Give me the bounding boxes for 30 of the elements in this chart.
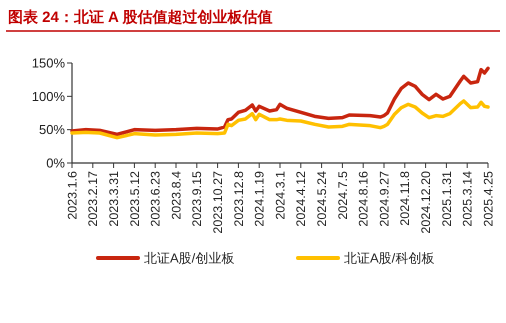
x-tick-label: 2024.9.27 — [377, 170, 392, 227]
x-tick-label: 2024.3.1 — [273, 170, 288, 220]
x-tick-label: 2023.5.12 — [128, 170, 142, 227]
x-tick-label: 2023.9.15 — [190, 170, 204, 227]
x-tick-label: 2023.6.23 — [148, 170, 163, 227]
x-tick-label: 2024.7.5 — [336, 170, 350, 220]
line-series — [70, 66, 490, 136]
x-tick-label: 2025.3.14 — [460, 170, 475, 227]
y-tick-label: 150% — [32, 56, 66, 71]
x-tick-label: 2024.4.12 — [294, 170, 308, 227]
line-series — [70, 99, 490, 140]
x-tick-label: 2025.4.25 — [481, 170, 496, 227]
x-tick-label: 2024.11.8 — [398, 170, 412, 226]
x-tick-label: 2023.3.31 — [106, 170, 121, 227]
legend-label: 北证A股/创业板 — [144, 250, 234, 266]
x-tick-label: 2023.8.4 — [169, 170, 184, 220]
x-tick-label: 2024.5.24 — [314, 170, 329, 227]
x-tick-label: 2023.12.8 — [232, 170, 246, 227]
x-tick-label: 2023.2.17 — [86, 170, 100, 227]
x-tick-label: 2023.1.6 — [65, 170, 80, 220]
x-tick-label: 2023.10.27 — [210, 170, 225, 234]
x-tick-label: 2025.1.31 — [440, 170, 454, 227]
y-tick-label: 50% — [38, 122, 66, 138]
y-tick-label: 100% — [32, 88, 66, 104]
legend-label: 北证A股/科创板 — [344, 250, 434, 266]
y-tick-label: 0% — [46, 156, 66, 171]
chart-title: 图表 24：北证 A 股估值超过创业板估值 — [8, 9, 272, 26]
x-tick-label: 2024.12.20 — [418, 170, 433, 234]
x-tick-label: 2024.1.19 — [252, 170, 267, 227]
x-tick-label: 2024.8.16 — [356, 170, 371, 227]
